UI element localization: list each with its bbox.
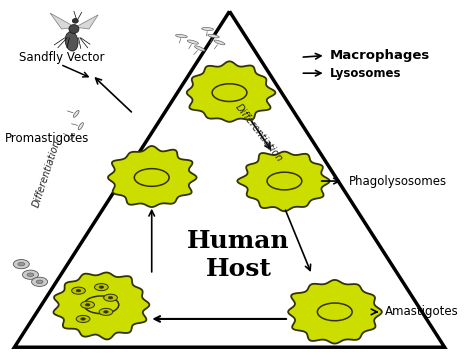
Polygon shape bbox=[108, 146, 197, 207]
Ellipse shape bbox=[85, 304, 90, 306]
Ellipse shape bbox=[32, 277, 47, 286]
Ellipse shape bbox=[201, 28, 213, 31]
Ellipse shape bbox=[99, 308, 113, 315]
Ellipse shape bbox=[22, 270, 38, 279]
Polygon shape bbox=[50, 13, 75, 29]
Text: Differentiation: Differentiation bbox=[234, 103, 285, 164]
Text: Amastigotes: Amastigotes bbox=[385, 305, 459, 318]
Ellipse shape bbox=[81, 301, 94, 308]
Ellipse shape bbox=[104, 294, 118, 301]
Polygon shape bbox=[75, 15, 98, 29]
Ellipse shape bbox=[187, 40, 199, 44]
Ellipse shape bbox=[73, 18, 78, 23]
Text: Phagolysosomes: Phagolysosomes bbox=[348, 175, 447, 187]
Ellipse shape bbox=[104, 311, 108, 313]
Ellipse shape bbox=[36, 280, 43, 284]
Text: Human
Host: Human Host bbox=[187, 229, 290, 281]
Text: Lysosomes: Lysosomes bbox=[330, 67, 401, 80]
Text: Promastigotes: Promastigotes bbox=[5, 132, 90, 145]
Text: Macrophages: Macrophages bbox=[330, 49, 430, 62]
Polygon shape bbox=[54, 273, 149, 339]
Ellipse shape bbox=[175, 34, 187, 38]
Ellipse shape bbox=[214, 40, 225, 45]
Ellipse shape bbox=[108, 296, 113, 299]
Ellipse shape bbox=[13, 260, 29, 269]
Ellipse shape bbox=[65, 32, 78, 51]
Ellipse shape bbox=[68, 133, 75, 140]
Ellipse shape bbox=[76, 315, 90, 322]
Ellipse shape bbox=[194, 46, 205, 51]
Ellipse shape bbox=[18, 262, 25, 266]
Polygon shape bbox=[288, 280, 382, 344]
Ellipse shape bbox=[72, 287, 85, 294]
Ellipse shape bbox=[27, 273, 34, 277]
Ellipse shape bbox=[208, 34, 219, 38]
Ellipse shape bbox=[94, 284, 108, 291]
Ellipse shape bbox=[99, 286, 104, 288]
Ellipse shape bbox=[73, 110, 79, 117]
Polygon shape bbox=[237, 152, 329, 211]
Ellipse shape bbox=[78, 123, 83, 130]
Ellipse shape bbox=[81, 318, 85, 320]
Text: Differentiation: Differentiation bbox=[31, 139, 62, 209]
Ellipse shape bbox=[69, 24, 79, 33]
Polygon shape bbox=[187, 61, 275, 122]
Ellipse shape bbox=[76, 289, 81, 292]
Text: Sandfly Vector: Sandfly Vector bbox=[19, 51, 104, 64]
